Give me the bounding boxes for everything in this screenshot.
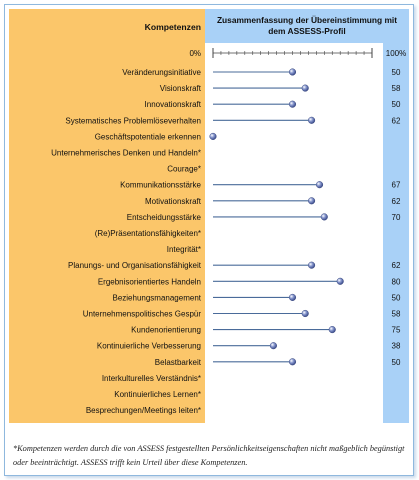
value-dot — [288, 100, 297, 108]
value-label: 50 — [392, 68, 401, 77]
row-label: Kommunikationsstärke — [120, 181, 201, 190]
header-kompetenzen: Kompetenzen — [145, 22, 201, 32]
value-label: 38 — [392, 342, 401, 351]
row-label: Besprechungen/Meetings leiten* — [86, 406, 201, 415]
footnote: *Kompetenzen werden durch die von ASSESS… — [13, 444, 405, 467]
value-dot — [288, 68, 297, 76]
row-label: Motivationskraft — [145, 197, 202, 206]
value-label: 50 — [392, 358, 401, 367]
value-label: 50 — [392, 100, 401, 109]
header-right-bg — [205, 9, 409, 43]
value-label: 62 — [392, 197, 401, 206]
value-label: 62 — [392, 116, 401, 125]
row-label: Belastbarkeit — [155, 358, 202, 367]
row-label: Courage* — [167, 165, 201, 174]
value-label: 50 — [392, 293, 401, 302]
row-label: Innovationskraft — [145, 100, 202, 109]
plot-area — [205, 9, 383, 423]
value-label: 67 — [392, 181, 401, 190]
value-dot — [209, 132, 217, 140]
value-dot — [301, 84, 309, 92]
value-dot — [288, 358, 297, 366]
value-dot — [315, 181, 324, 189]
row-label: Visionskraft — [160, 84, 202, 93]
header-summary: Zusammenfassung der Übereinstimmung mit d… — [217, 15, 397, 36]
row-label: Veränderungsinitiative — [122, 68, 201, 77]
labels-panel — [9, 9, 205, 423]
row-label: Kundenorientierung — [131, 326, 201, 335]
row-label: Geschäftspotentiale erkennen — [95, 132, 201, 141]
value-dot — [308, 261, 316, 269]
row-label: Systematisches Problemlöseverhalten — [65, 116, 201, 125]
row-label: (Re)Präsentationsfähigkeiten* — [95, 229, 201, 238]
axis-max-label: 100% — [386, 49, 406, 58]
value-dot — [336, 277, 344, 285]
value-dot — [308, 197, 316, 205]
competency-chart: Kompetenzen Zusammenfassung der Übereinst… — [9, 9, 409, 423]
value-label: 62 — [392, 261, 401, 270]
chart-frame: Kompetenzen Zusammenfassung der Übereinst… — [4, 4, 414, 476]
row-label: Unternehmenspolitisches Gespür — [83, 310, 202, 319]
row-label: Kontinuierliche Verbesserung — [97, 342, 201, 351]
value-label: 70 — [392, 213, 401, 222]
value-column — [383, 9, 409, 423]
row-label: Interkulturelles Verständnis* — [102, 374, 201, 383]
row-label: Ergebnisorientiertes Handeln — [98, 277, 201, 286]
value-dot — [269, 342, 277, 350]
value-label: 75 — [392, 326, 401, 335]
row-label: Integrität* — [167, 245, 201, 254]
value-dot — [301, 309, 309, 318]
value-label: 58 — [392, 84, 401, 93]
row-label: Planungs- und Organisationsfähigkeit — [68, 261, 202, 270]
row-label: Entscheidungsstärke — [127, 213, 202, 222]
value-label: 58 — [392, 310, 401, 319]
row-label: Kontinuierliches Lernen* — [114, 390, 201, 399]
axis-min-label: 0% — [189, 49, 201, 58]
value-dot — [320, 213, 328, 221]
value-dot — [328, 326, 336, 334]
row-label: Beziehungsmanagement — [112, 293, 201, 302]
value-dot — [288, 293, 297, 301]
value-label: 80 — [392, 277, 401, 286]
row-label: Unternehmerisches Denken und Handeln* — [51, 149, 201, 158]
value-dot — [308, 116, 316, 124]
